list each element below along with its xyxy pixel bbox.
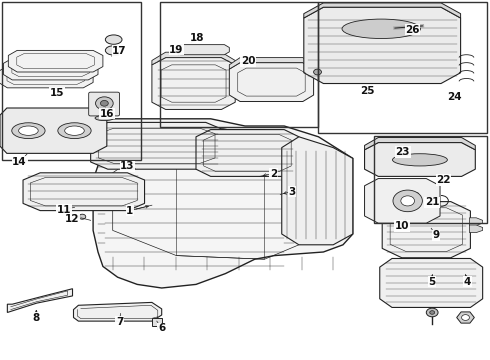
- Polygon shape: [175, 45, 229, 55]
- Polygon shape: [196, 130, 299, 176]
- Ellipse shape: [12, 123, 45, 139]
- Text: 26: 26: [405, 24, 420, 35]
- Bar: [318, 2, 487, 133]
- Polygon shape: [0, 66, 93, 88]
- Circle shape: [314, 69, 321, 75]
- Circle shape: [393, 190, 422, 212]
- Bar: [2, 2, 141, 160]
- Circle shape: [426, 308, 438, 317]
- Circle shape: [462, 315, 469, 320]
- Text: 10: 10: [394, 221, 409, 231]
- Polygon shape: [229, 58, 314, 69]
- Polygon shape: [152, 58, 235, 109]
- Text: 23: 23: [395, 147, 410, 157]
- Text: 20: 20: [241, 56, 255, 66]
- Polygon shape: [7, 289, 73, 312]
- Polygon shape: [469, 218, 483, 225]
- Text: 5: 5: [429, 276, 436, 287]
- Text: 16: 16: [99, 109, 114, 119]
- Polygon shape: [304, 7, 461, 84]
- Polygon shape: [8, 50, 103, 72]
- Circle shape: [96, 97, 113, 110]
- Ellipse shape: [95, 116, 114, 121]
- Text: 15: 15: [50, 88, 65, 98]
- Text: 18: 18: [190, 33, 204, 43]
- Circle shape: [79, 214, 86, 219]
- Bar: [152, 318, 162, 326]
- Text: 19: 19: [169, 45, 184, 55]
- Text: 7: 7: [116, 317, 123, 327]
- Text: 9: 9: [433, 230, 440, 240]
- Text: 25: 25: [360, 86, 375, 96]
- Text: 21: 21: [425, 197, 440, 207]
- Ellipse shape: [65, 126, 84, 135]
- Polygon shape: [93, 119, 353, 288]
- Polygon shape: [365, 179, 440, 223]
- Polygon shape: [365, 143, 475, 176]
- Circle shape: [430, 311, 435, 314]
- Text: 4: 4: [464, 276, 471, 287]
- Polygon shape: [380, 258, 483, 307]
- Text: 12: 12: [65, 214, 80, 224]
- Polygon shape: [229, 63, 314, 102]
- Polygon shape: [0, 108, 107, 153]
- Ellipse shape: [105, 35, 122, 44]
- Ellipse shape: [58, 123, 91, 139]
- Text: 22: 22: [436, 175, 451, 185]
- Bar: [160, 2, 318, 127]
- Polygon shape: [304, 3, 461, 18]
- Text: 3: 3: [289, 186, 295, 197]
- Text: 24: 24: [447, 92, 462, 102]
- Polygon shape: [23, 173, 145, 211]
- Polygon shape: [365, 138, 475, 150]
- Text: 11: 11: [56, 204, 71, 215]
- Text: 17: 17: [112, 46, 127, 56]
- Text: 13: 13: [120, 161, 135, 171]
- Circle shape: [100, 100, 108, 106]
- Polygon shape: [282, 137, 353, 245]
- Text: 2: 2: [270, 168, 277, 179]
- FancyBboxPatch shape: [407, 193, 418, 201]
- Text: 1: 1: [126, 206, 133, 216]
- Bar: [374, 136, 487, 223]
- Ellipse shape: [19, 126, 38, 135]
- Ellipse shape: [392, 154, 447, 166]
- Text: 14: 14: [12, 157, 27, 167]
- Polygon shape: [74, 302, 162, 321]
- Circle shape: [401, 196, 415, 206]
- Polygon shape: [382, 202, 470, 258]
- Text: 6: 6: [158, 323, 165, 333]
- Polygon shape: [152, 52, 235, 65]
- Text: 8: 8: [33, 312, 40, 323]
- Ellipse shape: [342, 19, 420, 39]
- FancyBboxPatch shape: [89, 92, 120, 116]
- Polygon shape: [469, 225, 483, 233]
- Polygon shape: [3, 58, 98, 80]
- Polygon shape: [91, 122, 223, 169]
- Ellipse shape: [105, 46, 122, 55]
